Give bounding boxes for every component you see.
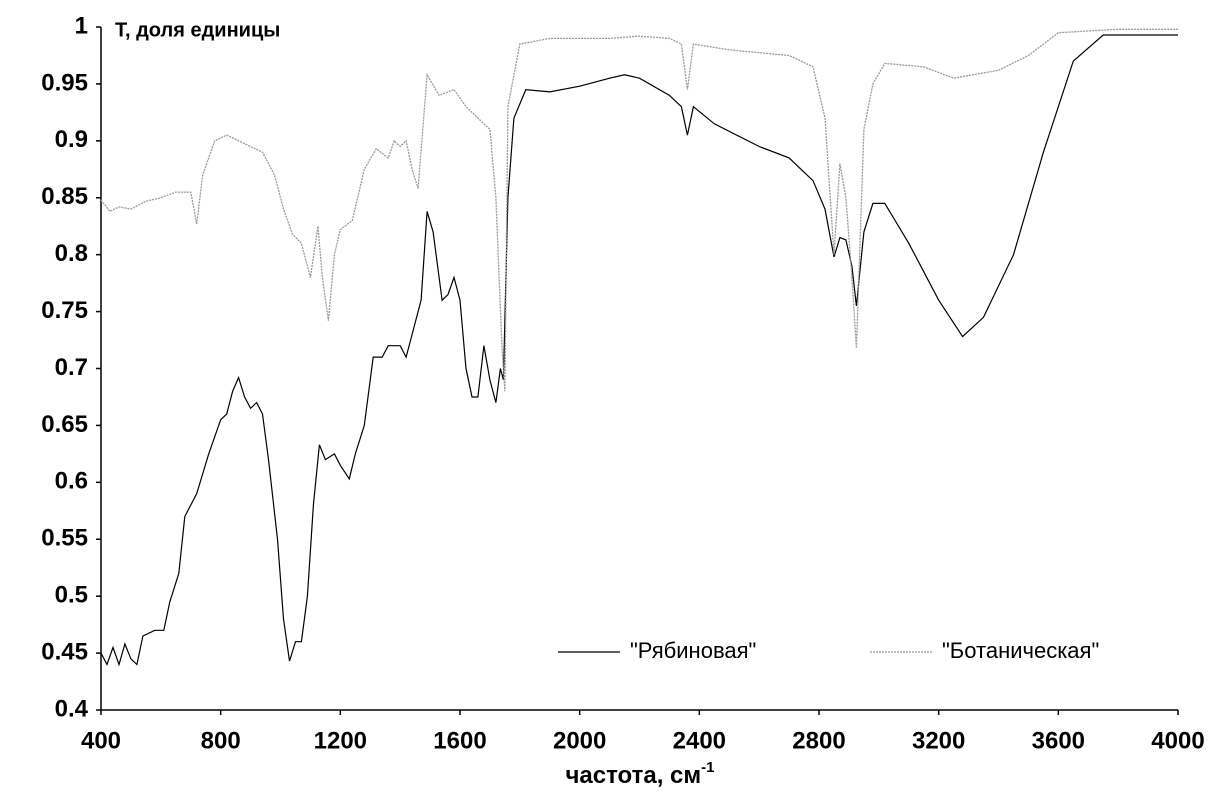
x-axis-label: частота, см-1 [565,759,714,789]
x-tick-label: 3200 [912,727,965,754]
y-tick-label: 0.95 [41,69,88,96]
y-tick-label: 0.65 [41,411,88,438]
y-tick-label: 0.6 [55,468,88,495]
x-tick-label: 2400 [673,727,726,754]
x-tick-label: 800 [201,727,241,754]
y-tick-label: 0.45 [41,638,88,665]
x-tick-label: 4000 [1151,727,1204,754]
y-tick-label: 0.7 [55,354,88,381]
y-tick-label: 0.9 [55,126,88,153]
legend-label: "Рябиновая" [630,638,756,663]
legend-label: "Ботаническая" [942,638,1099,663]
x-tick-label: 2800 [792,727,845,754]
y-axis-label: T, доля единицы [115,19,280,41]
y-tick-label: 1 [75,12,88,39]
y-tick-label: 0.85 [41,183,88,210]
series-line [100,34,1178,667]
y-tick-label: 0.75 [41,297,88,324]
x-axis-label-superscript: -1 [701,759,714,776]
x-axis-label-text: частота, см [565,762,701,789]
y-tick-label: 0.8 [55,240,88,267]
x-tick-label: 1600 [433,727,486,754]
x-tick-label: 1200 [314,727,367,754]
y-tick-label: 0.55 [41,525,88,552]
y-tick-label: 0.5 [55,582,88,609]
x-tick-label: 2000 [553,727,606,754]
series-line [100,28,1178,392]
x-tick-label: 400 [81,727,121,754]
y-tick-label: 0.4 [55,695,89,722]
x-tick-label: 3600 [1032,727,1085,754]
